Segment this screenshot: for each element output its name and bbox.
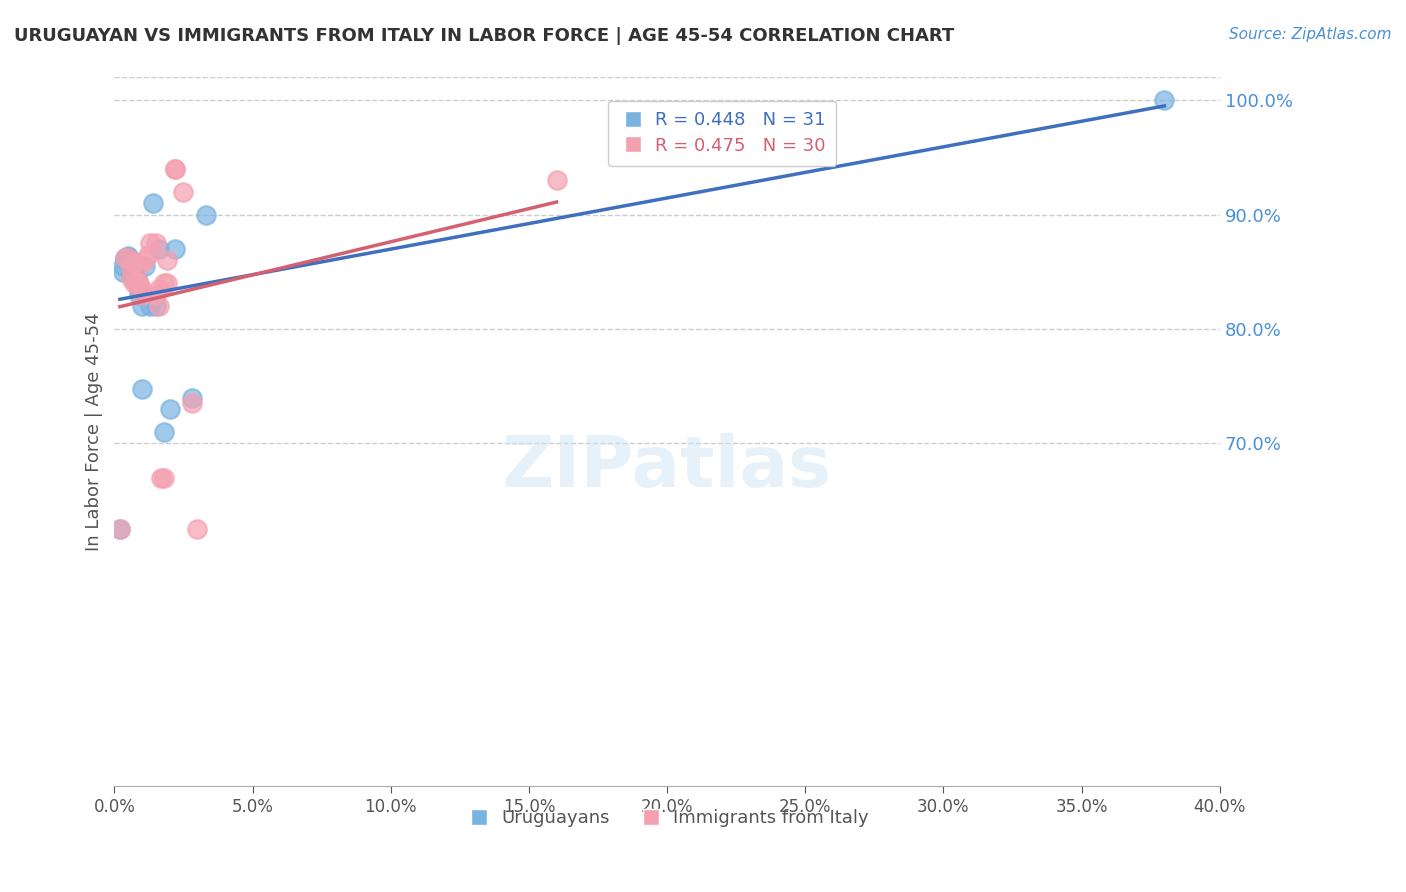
Point — [180, 391, 202, 405]
Point — [111, 259, 134, 273]
Point — [139, 299, 162, 313]
Point — [122, 262, 145, 277]
Y-axis label: In Labor Force | Age 45-54: In Labor Force | Age 45-54 — [86, 313, 103, 551]
Point — [120, 261, 142, 276]
Point — [131, 382, 153, 396]
Point — [108, 522, 131, 536]
Point — [139, 236, 162, 251]
Point — [128, 259, 150, 273]
Point — [114, 253, 136, 268]
Point — [153, 471, 176, 485]
Point — [120, 270, 142, 285]
Point — [128, 287, 150, 301]
Point — [546, 173, 568, 187]
Text: URUGUAYAN VS IMMIGRANTS FROM ITALY IN LABOR FORCE | AGE 45-54 CORRELATION CHART: URUGUAYAN VS IMMIGRANTS FROM ITALY IN LA… — [14, 27, 955, 45]
Point — [122, 256, 145, 270]
Point — [128, 277, 150, 291]
Point — [142, 196, 165, 211]
Point — [114, 251, 136, 265]
Point — [117, 251, 139, 265]
Point — [194, 208, 217, 222]
Point — [165, 161, 187, 176]
Point — [134, 259, 156, 273]
Point — [128, 282, 150, 296]
Point — [131, 282, 153, 296]
Point — [156, 277, 179, 291]
Point — [117, 251, 139, 265]
Point — [159, 402, 181, 417]
Point — [136, 248, 159, 262]
Point — [145, 287, 167, 301]
Point — [125, 277, 148, 291]
Point — [120, 267, 142, 281]
Point — [125, 270, 148, 285]
Point — [186, 522, 208, 536]
Point — [153, 425, 176, 439]
Point — [173, 185, 195, 199]
Point — [131, 299, 153, 313]
Point — [145, 299, 167, 313]
Point — [165, 242, 187, 256]
Point — [153, 277, 176, 291]
Point — [120, 265, 142, 279]
Point — [180, 396, 202, 410]
Point — [131, 287, 153, 301]
Point — [150, 471, 173, 485]
Point — [165, 161, 187, 176]
Point — [134, 253, 156, 268]
Point — [125, 277, 148, 291]
Point — [122, 270, 145, 285]
Point — [145, 236, 167, 251]
Point — [148, 299, 170, 313]
Point — [148, 282, 170, 296]
Legend: Uruguayans, Immigrants from Italy: Uruguayans, Immigrants from Italy — [458, 802, 876, 834]
Point — [117, 249, 139, 263]
Point — [114, 251, 136, 265]
Text: ZIPatlas: ZIPatlas — [502, 433, 832, 502]
Text: Source: ZipAtlas.com: Source: ZipAtlas.com — [1229, 27, 1392, 42]
Point — [1153, 93, 1175, 107]
Point — [122, 277, 145, 291]
Point — [120, 267, 142, 281]
Point — [108, 522, 131, 536]
Point — [148, 242, 170, 256]
Point — [111, 265, 134, 279]
Point — [117, 250, 139, 264]
Point — [156, 253, 179, 268]
Point — [117, 251, 139, 265]
